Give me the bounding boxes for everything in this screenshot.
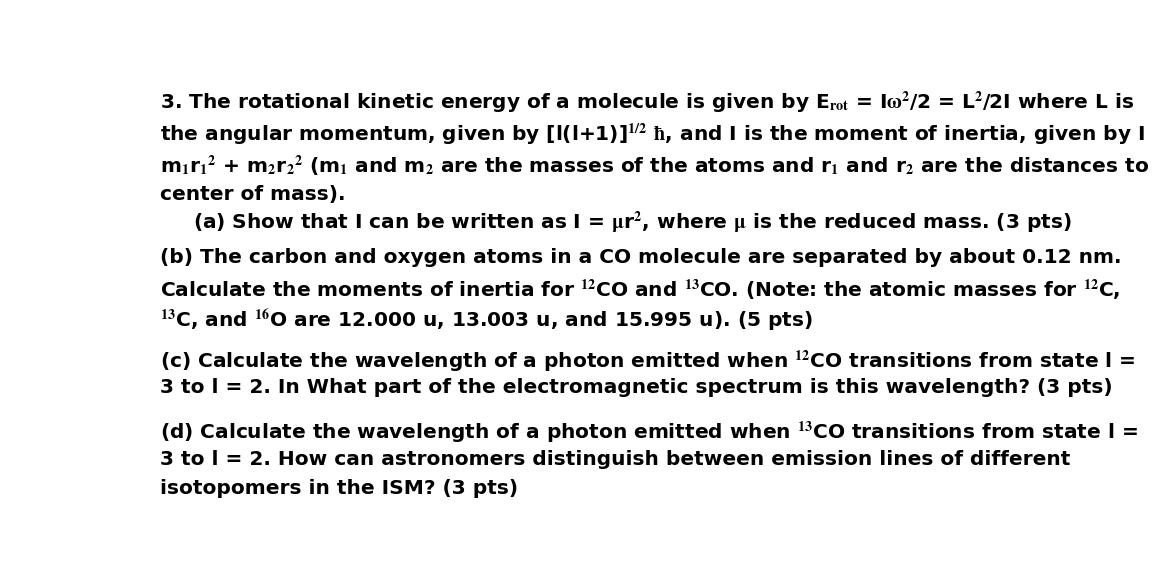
Text: 3 to l = 2. In What part of the electromagnetic spectrum is this wavelength? (3 : 3 to l = 2. In What part of the electrom… bbox=[160, 379, 1113, 397]
Text: (a) Show that I can be written as I = $\mathbf{\mu}$r$^{\mathbf{2}}$, where $\ma: (a) Show that I can be written as I = $\… bbox=[194, 210, 1071, 235]
Text: center of mass).: center of mass). bbox=[160, 185, 346, 204]
Text: $^{\mathbf{13}}$C, and $^{\mathbf{16}}$O are 12.000 u, 13.003 u, and 15.995 u). : $^{\mathbf{13}}$C, and $^{\mathbf{16}}$O… bbox=[160, 308, 813, 333]
Text: (c) Calculate the wavelength of a photon emitted when $^{\mathbf{12}}$CO transit: (c) Calculate the wavelength of a photon… bbox=[160, 349, 1136, 375]
Text: 3 to l = 2. How can astronomers distinguish between emission lines of different: 3 to l = 2. How can astronomers distingu… bbox=[160, 449, 1070, 469]
Text: (d) Calculate the wavelength of a photon emitted when $^{\mathbf{13}}$CO transit: (d) Calculate the wavelength of a photon… bbox=[160, 420, 1138, 446]
Text: Calculate the moments of inertia for $^{\mathbf{12}}$CO and $^{\mathbf{13}}$CO. : Calculate the moments of inertia for $^{… bbox=[160, 278, 1121, 302]
Text: 3. The rotational kinetic energy of a molecule is given by E$_{\mathbf{rot}}$ = : 3. The rotational kinetic energy of a mo… bbox=[160, 90, 1135, 115]
Text: (b) The carbon and oxygen atoms in a CO molecule are separated by about 0.12 nm.: (b) The carbon and oxygen atoms in a CO … bbox=[160, 249, 1122, 268]
Text: the angular momentum, given by [l(l+1)]$^{\mathbf{1/2}}$ $\mathbf{\hbar}$, and I: the angular momentum, given by [l(l+1)]$… bbox=[160, 122, 1152, 147]
Text: isotopomers in the ISM? (3 pts): isotopomers in the ISM? (3 pts) bbox=[160, 479, 518, 498]
Text: m$_{\mathbf{1}}$r$_{\mathbf{1}}$$^{\mathbf{2}}$ + m$_{\mathbf{2}}$r$_{\mathbf{2}: m$_{\mathbf{1}}$r$_{\mathbf{1}}$$^{\math… bbox=[160, 153, 1152, 178]
